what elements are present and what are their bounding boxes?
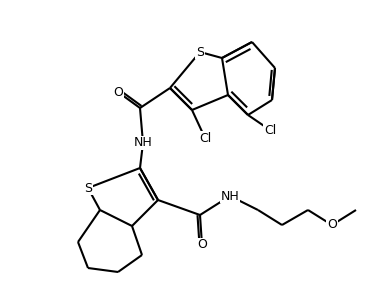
Text: NH: NH (221, 189, 239, 203)
Text: O: O (113, 85, 123, 98)
Text: S: S (196, 46, 204, 59)
Text: O: O (327, 219, 337, 232)
Text: Cl: Cl (199, 131, 211, 144)
Text: O: O (197, 239, 207, 252)
Text: S: S (84, 182, 92, 194)
Text: Cl: Cl (264, 124, 276, 137)
Text: NH: NH (134, 137, 152, 149)
